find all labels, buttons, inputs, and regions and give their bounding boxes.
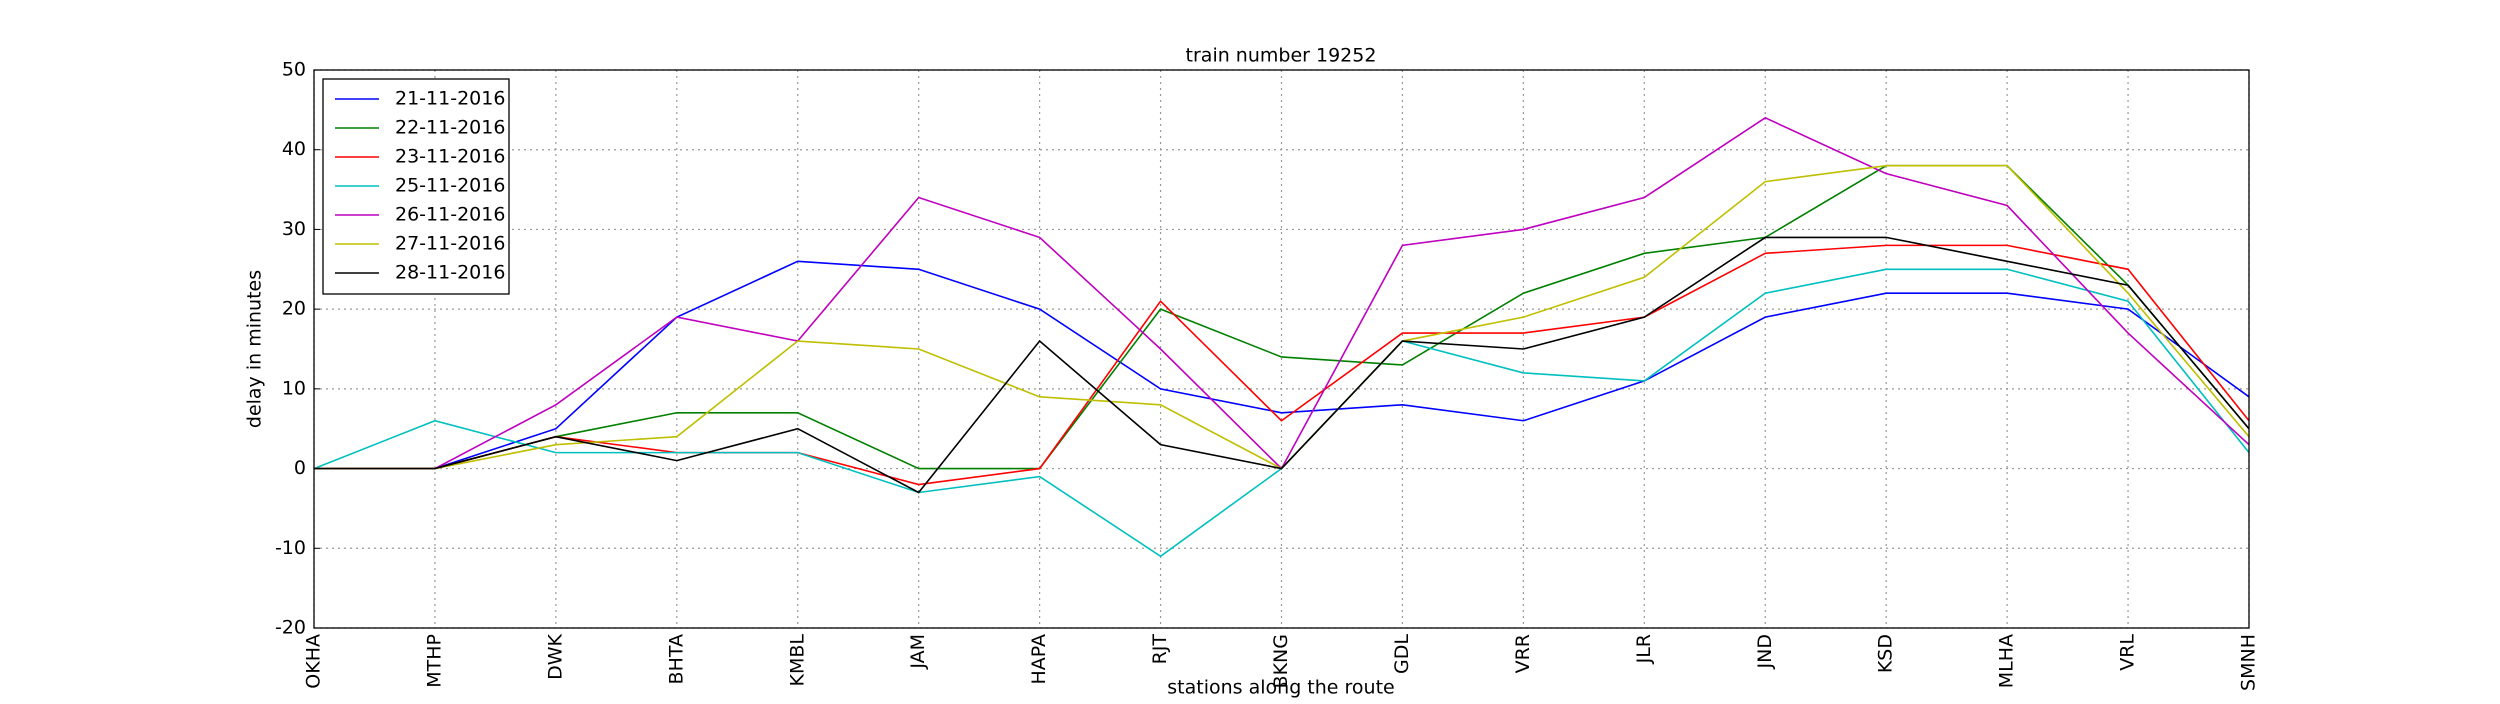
plot-frame (313, 69, 2250, 629)
y-tick-label: 20 (282, 298, 306, 320)
x-axis-label: stations along the route (1167, 677, 1394, 699)
legend-label: 25-11-2016 (395, 175, 505, 197)
y-tick-label: -20 (275, 617, 306, 639)
x-tick-label: BHTA (665, 634, 687, 684)
legend-label: 21-11-2016 (395, 88, 505, 110)
legend-label: 26-11-2016 (395, 204, 505, 226)
x-tick-label: JND (1754, 634, 1776, 669)
x-tick-label: OKHA (303, 634, 325, 689)
y-tick-label: 50 (282, 59, 306, 81)
x-tick-label: HAPA (1028, 634, 1050, 685)
y-tick-label: -10 (275, 537, 306, 559)
x-tick-label: KMBL (786, 634, 808, 687)
y-axis-label: delay in minutes (244, 270, 266, 428)
y-tick-label: 30 (282, 218, 306, 240)
x-tick-label: MLHA (1996, 634, 2018, 688)
series-line (314, 236, 2250, 494)
x-tick-label: RJT (1149, 634, 1171, 665)
x-tick-label: VRL (2117, 634, 2139, 671)
x-tick-label: JAM (907, 634, 929, 670)
y-tick-label: 10 (282, 377, 306, 399)
x-tick-label: SMNH (2238, 634, 2260, 691)
legend-label: 28-11-2016 (395, 262, 505, 284)
x-tick-label: MTHP (423, 634, 445, 688)
x-tick-label: DWK (544, 633, 566, 679)
x-tick-label: VRR (1512, 634, 1534, 673)
y-tick-label: 0 (294, 457, 306, 479)
x-tick-label: KSD (1875, 634, 1897, 673)
x-tick-label: GDL (1391, 634, 1413, 674)
x-tick-label: JLR (1633, 634, 1655, 664)
series-line (314, 260, 2250, 470)
chart-title: train number 19252 (1186, 45, 1377, 67)
legend-label: 22-11-2016 (395, 117, 505, 139)
legend-label: 27-11-2016 (395, 233, 505, 255)
legend-label: 23-11-2016 (395, 146, 505, 168)
legend: 21-11-2016 22-11-2016 23-11-2016 25-11-2016… (322, 78, 510, 295)
y-tick-label: 40 (282, 138, 306, 160)
x-tick-label: BKNG (1270, 634, 1292, 688)
